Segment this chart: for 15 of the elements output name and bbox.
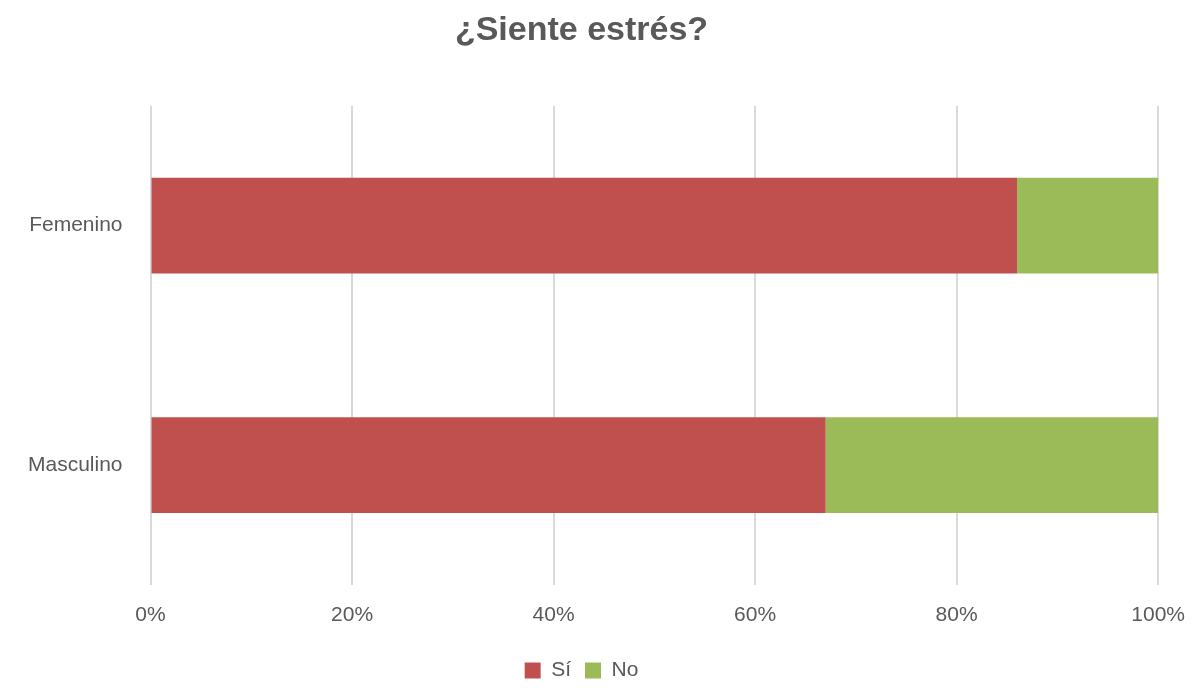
x-tick-label: 40% (532, 602, 575, 626)
x-tick-label: 80% (935, 602, 978, 626)
x-tick-label: 0% (135, 602, 166, 626)
legend-label: No (611, 657, 639, 681)
bar (1017, 177, 1159, 274)
x-tick-label: 60% (734, 602, 777, 626)
bar (825, 417, 1159, 513)
legend-label: Sí (551, 657, 572, 681)
y-tick-label: Femenino (29, 212, 123, 236)
y-tick-label: Masculino (27, 451, 123, 475)
x-tick-label: 100% (1131, 602, 1185, 626)
bar (151, 417, 826, 513)
chart-title: ¿Siente estrés? (454, 8, 709, 47)
x-tick-label: 20% (331, 602, 374, 626)
bar (151, 177, 1018, 274)
